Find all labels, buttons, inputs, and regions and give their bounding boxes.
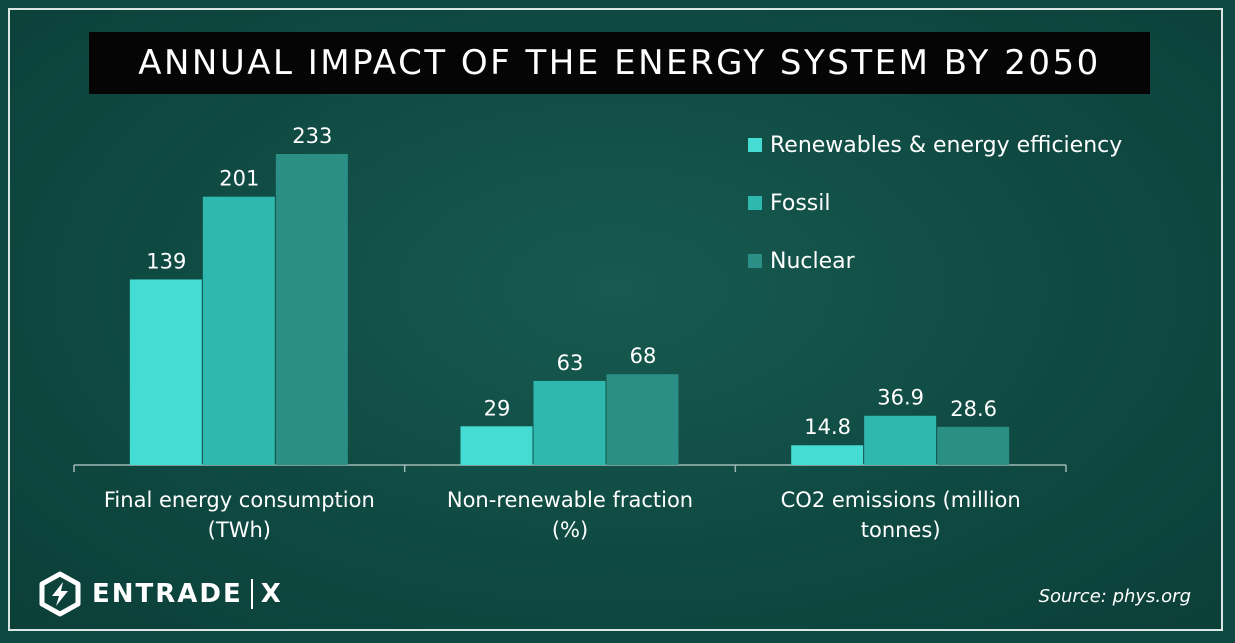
legend-label: Renewables & energy efficiency	[770, 132, 1123, 158]
category-label: (%)	[552, 518, 588, 542]
legend-swatch	[748, 254, 762, 268]
brand-separator	[250, 579, 253, 609]
brand-logo: ENTRADE X	[38, 571, 283, 617]
data-label: 68	[630, 344, 657, 368]
data-label: 14.8	[804, 415, 851, 439]
data-label: 28.6	[950, 397, 997, 421]
lightning-hexagon-icon	[39, 571, 81, 617]
brand-name: ENTRADE	[92, 579, 243, 609]
chart-legend: Renewables & energy efficiency Fossil Nucl…	[748, 128, 1122, 302]
legend-swatch	[748, 138, 762, 152]
bar	[606, 374, 679, 465]
bar	[129, 279, 202, 465]
data-label: 29	[484, 396, 511, 420]
category-label: (TWh)	[208, 518, 271, 542]
bar	[275, 154, 348, 465]
category-label: Final energy consumption	[104, 488, 375, 512]
brand-suffix: X	[260, 579, 283, 609]
data-label: 201	[219, 167, 259, 191]
bar	[202, 196, 275, 465]
bar	[533, 380, 606, 465]
legend-item: Fossil	[748, 186, 1122, 220]
data-label: 139	[146, 249, 186, 273]
data-label: 36.9	[877, 386, 924, 410]
legend-label: Nuclear	[770, 248, 855, 274]
data-label: 233	[292, 124, 332, 148]
bar	[864, 415, 937, 465]
category-label: tonnes)	[861, 518, 941, 542]
legend-label: Fossil	[770, 190, 831, 216]
legend-swatch	[748, 196, 762, 210]
bar	[937, 426, 1010, 465]
data-label: 63	[557, 351, 584, 375]
source-credit: Source: phys.org	[1038, 586, 1191, 607]
category-label: CO2 emissions (million	[781, 488, 1021, 512]
bar	[460, 426, 533, 465]
chart-title: ANNUAL IMPACT OF THE ENERGY SYSTEM BY 20…	[138, 43, 1101, 83]
bar	[791, 445, 864, 465]
title-banner: ANNUAL IMPACT OF THE ENERGY SYSTEM BY 20…	[89, 32, 1150, 94]
legend-item: Renewables & energy efficiency	[748, 128, 1122, 162]
legend-item: Nuclear	[748, 244, 1122, 278]
category-label: Non-renewable fraction	[447, 488, 693, 512]
